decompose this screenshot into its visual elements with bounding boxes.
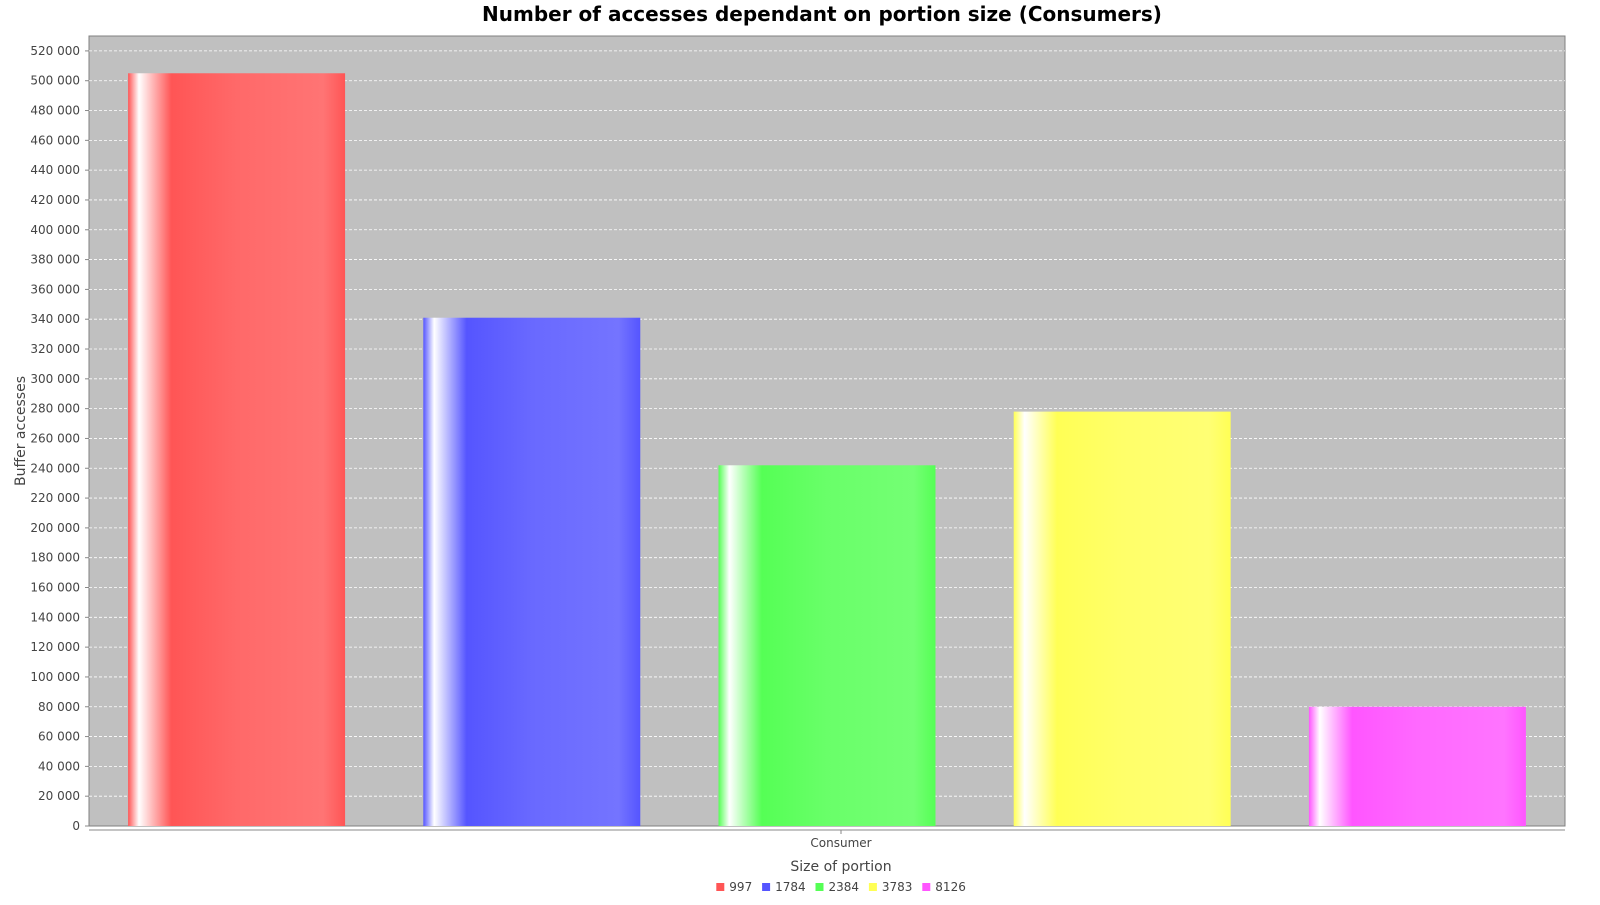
- legend: 997 1784 2384 3783 8126: [716, 880, 966, 894]
- legend-label-8126: 8126: [935, 880, 966, 894]
- chart-title: Number of accesses dependant on portion …: [482, 2, 1162, 26]
- legend-swatch-1784: [762, 883, 771, 891]
- y-tick-label: 100 000: [30, 670, 80, 684]
- y-tick-label: 520 000: [30, 44, 80, 58]
- y-tick-label: 240 000: [30, 461, 80, 475]
- y-tick-label: 340 000: [30, 312, 80, 326]
- y-tick-label: 320 000: [30, 342, 80, 356]
- y-tick-label: 260 000: [30, 431, 80, 445]
- y-tick-label: 200 000: [30, 521, 80, 535]
- x-tick-label: Consumer: [810, 836, 871, 850]
- y-tick-label: 0: [72, 819, 80, 833]
- legend-label-997: 997: [729, 880, 752, 894]
- y-tick-label: 180 000: [30, 551, 80, 565]
- legend-swatch-3783: [868, 883, 877, 891]
- y-tick-label: 140 000: [30, 610, 80, 624]
- y-tick-label: 420 000: [30, 193, 80, 207]
- y-tick-label: 40 000: [38, 759, 80, 773]
- bars: [128, 73, 1526, 826]
- y-tick-label: 440 000: [30, 163, 80, 177]
- y-axis-title: Buffer accesses: [13, 376, 29, 486]
- y-tick-label: 460 000: [30, 133, 80, 147]
- y-tick-label: 500 000: [30, 74, 80, 88]
- x-axis-title: Size of portion: [790, 859, 891, 875]
- y-tick-label: 400 000: [30, 223, 80, 237]
- y-tick-label: 220 000: [30, 491, 80, 505]
- y-tick-label: 300 000: [30, 372, 80, 386]
- bar-2384: [718, 465, 936, 826]
- y-tick-label: 380 000: [30, 253, 80, 267]
- y-tick-label: 480 000: [30, 104, 80, 118]
- y-axis-ticks: 0 20 000 40 000 60 000 80 000 100 000 120 000 1…: [30, 44, 89, 833]
- legend-label-1784: 1784: [775, 880, 806, 894]
- bar-1784: [423, 317, 641, 826]
- y-tick-label: 120 000: [30, 640, 80, 654]
- legend-swatch-997: [716, 883, 725, 891]
- legend-label-2384: 2384: [829, 880, 860, 894]
- bar-3783: [1013, 411, 1231, 826]
- y-tick-label: 360 000: [30, 282, 80, 296]
- legend-swatch-8126: [922, 883, 931, 891]
- legend-swatch-2384: [815, 883, 824, 891]
- y-tick-label: 60 000: [38, 730, 80, 744]
- y-tick-label: 160 000: [30, 581, 80, 595]
- y-tick-label: 80 000: [38, 700, 80, 714]
- legend-label-3783: 3783: [882, 880, 913, 894]
- bar-8126: [1308, 706, 1526, 826]
- bar-997: [128, 73, 346, 826]
- y-tick-label: 20 000: [38, 789, 80, 803]
- y-tick-label: 280 000: [30, 402, 80, 416]
